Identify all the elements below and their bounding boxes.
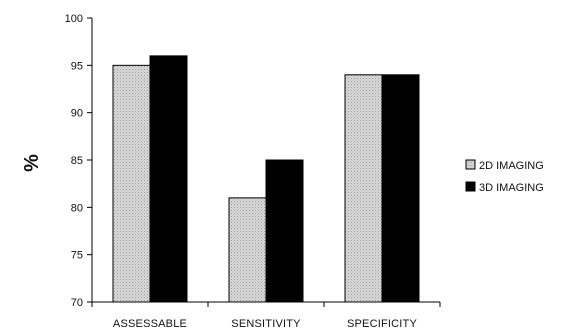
x-tick-label: ASSESSABLE <box>113 318 187 330</box>
y-tick-label: 90 <box>71 108 83 120</box>
bars <box>112 55 420 303</box>
y-axis: 70 75 80 85 90 95 100 <box>65 13 93 309</box>
bar-2d-specificity <box>344 74 383 303</box>
bar-2d-assessable <box>112 64 151 303</box>
y-tick-label: 70 <box>71 297 83 309</box>
bar-3d-specificity <box>381 74 420 303</box>
y-tick-label: 75 <box>71 250 83 262</box>
legend: 2D IMAGING 3D IMAGING <box>465 159 544 194</box>
y-tick-label: 80 <box>71 202 83 214</box>
legend-label: 2D IMAGING <box>479 160 544 172</box>
bar-3d-assessable <box>149 55 188 303</box>
legend-label: 3D IMAGING <box>479 182 544 194</box>
y-axis-label: % <box>21 154 43 172</box>
x-axis: ASSESSABLE SENSITIVITY SPECIFICITY <box>91 301 441 330</box>
legend-swatch <box>465 159 476 170</box>
y-tick-label: 95 <box>71 60 83 72</box>
bar-2d-sensitivity <box>228 197 267 303</box>
legend-swatch <box>465 181 476 192</box>
x-tick-label: SPECIFICITY <box>347 318 418 330</box>
y-tick-label: 100 <box>65 13 83 25</box>
bar-3d-sensitivity <box>265 159 304 303</box>
x-tick-label: SENSITIVITY <box>231 318 301 330</box>
y-tick-label: 85 <box>71 155 83 167</box>
